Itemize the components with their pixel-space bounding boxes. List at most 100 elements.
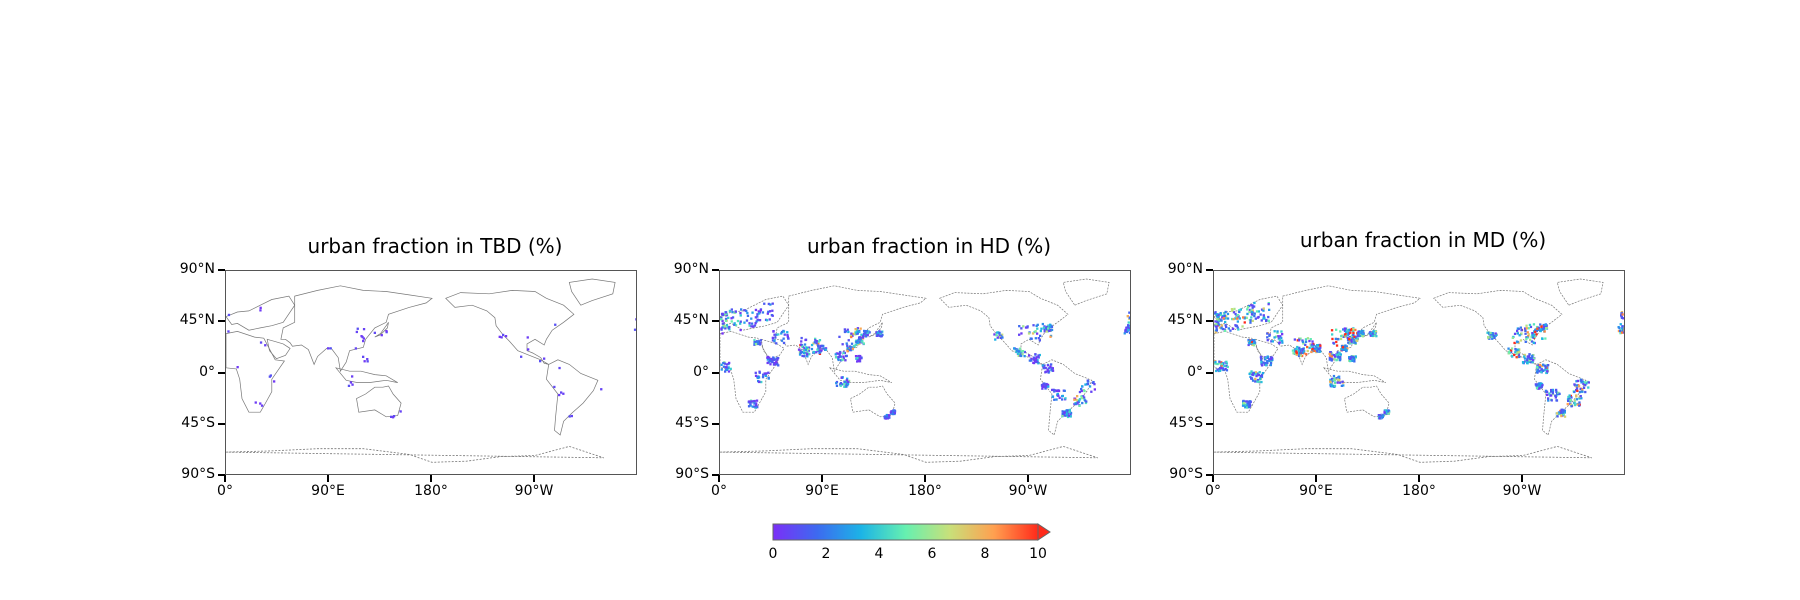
urban-cell xyxy=(1065,411,1068,414)
urban-cell xyxy=(1256,378,1260,382)
world-map xyxy=(1214,278,1624,463)
urban-cell xyxy=(1560,408,1563,411)
urban-cell xyxy=(527,348,530,351)
urban-cell xyxy=(1065,413,1068,417)
urban-cell xyxy=(723,362,727,365)
urban-cell xyxy=(1311,349,1314,352)
urban-cell xyxy=(1372,334,1375,337)
coastline xyxy=(1556,278,1604,306)
urban-cell xyxy=(1247,343,1250,347)
urban-cell xyxy=(1295,350,1298,353)
urban-cell xyxy=(765,372,768,375)
urban-cell xyxy=(1537,328,1540,331)
coastline xyxy=(850,385,896,418)
x-tick-label: 180° xyxy=(1402,483,1436,499)
urban-cell xyxy=(841,383,844,386)
urban-cell xyxy=(1259,313,1262,316)
urban-cell xyxy=(1293,338,1296,341)
urban-cell xyxy=(856,327,859,330)
urban-cell xyxy=(1519,339,1523,342)
urban-cell xyxy=(780,332,783,335)
urban-cell xyxy=(861,340,864,343)
urban-cell xyxy=(1221,327,1225,331)
urban-cell xyxy=(1052,388,1055,391)
urban-cell xyxy=(852,345,856,348)
urban-cell xyxy=(1519,326,1522,329)
urban-cell xyxy=(1617,329,1621,333)
urban-cell xyxy=(1336,355,1339,358)
urban-cell xyxy=(1061,394,1064,398)
urban-cell xyxy=(1517,353,1521,356)
urban-cell xyxy=(1336,378,1339,381)
urban-cell xyxy=(750,317,753,320)
urban-cell xyxy=(879,332,882,336)
urban-cell xyxy=(1250,311,1254,314)
urban-cell xyxy=(885,413,888,417)
urban-cell xyxy=(1224,368,1227,371)
urban-cell xyxy=(1020,350,1023,353)
x-tick-mark xyxy=(718,475,720,482)
urban-cell xyxy=(1332,378,1335,382)
urban-cell xyxy=(1297,354,1301,358)
map-panel-hd: urban fraction in HD (%) xyxy=(719,0,1139,500)
urban-cell xyxy=(1349,337,1352,340)
urban-cell xyxy=(1582,386,1586,389)
urban-cell xyxy=(568,415,571,418)
urban-cell xyxy=(1559,413,1563,416)
urban-cell xyxy=(806,353,809,356)
urban-cell xyxy=(722,361,725,365)
urban-cell xyxy=(720,368,723,371)
y-tick-mark xyxy=(1206,474,1213,476)
urban-cell xyxy=(756,376,760,380)
urban-cell xyxy=(1620,331,1624,334)
urban-cell xyxy=(347,384,351,387)
urban-cell xyxy=(837,355,840,359)
urban-cell xyxy=(1617,326,1620,329)
urban-cell xyxy=(1266,356,1269,359)
urban-cell xyxy=(1341,380,1344,383)
urban-cell xyxy=(1569,403,1573,406)
urban-cell xyxy=(1524,327,1527,330)
urban-cell xyxy=(769,303,772,306)
urban-cell xyxy=(1252,339,1255,342)
urban-cell xyxy=(1084,401,1088,405)
urban-cell xyxy=(1547,364,1550,367)
urban-cell xyxy=(1245,316,1248,319)
urban-cell xyxy=(1046,383,1050,386)
urban-cell xyxy=(1045,330,1048,333)
urban-cell xyxy=(810,347,814,351)
urban-cell xyxy=(1333,384,1337,388)
urban-cell xyxy=(1063,389,1066,392)
urban-cell xyxy=(750,325,753,328)
urban-cell xyxy=(1332,354,1335,357)
y-tick-label: 45°S xyxy=(675,414,709,431)
urban-cell xyxy=(854,355,858,358)
urban-cell xyxy=(807,346,811,349)
urban-cell xyxy=(1269,358,1272,361)
urban-cell xyxy=(1057,394,1060,397)
urban-cell xyxy=(1080,395,1083,398)
coastline xyxy=(1040,359,1093,436)
urban-cell xyxy=(1337,356,1340,359)
urban-cell xyxy=(1524,340,1527,343)
urban-cell xyxy=(1583,381,1587,384)
urban-cell xyxy=(1524,332,1527,335)
urban-cell xyxy=(1385,409,1388,412)
coastline xyxy=(568,278,616,306)
urban-cell xyxy=(1529,361,1533,364)
urban-cell xyxy=(1336,381,1339,384)
urban-cell xyxy=(1226,317,1230,320)
urban-cell xyxy=(349,381,353,384)
urban-cell xyxy=(846,384,849,387)
urban-cell xyxy=(562,392,565,395)
urban-cell xyxy=(768,318,771,321)
urban-cell xyxy=(724,327,727,330)
urban-cell xyxy=(1220,327,1223,330)
urban-cell xyxy=(1547,399,1550,402)
urban-cell xyxy=(1273,330,1276,333)
urban-cell xyxy=(1515,340,1519,343)
urban-cell xyxy=(868,331,871,334)
urban-cell xyxy=(804,348,807,351)
urban-cell xyxy=(1248,401,1251,404)
urban-cell xyxy=(1345,334,1348,337)
